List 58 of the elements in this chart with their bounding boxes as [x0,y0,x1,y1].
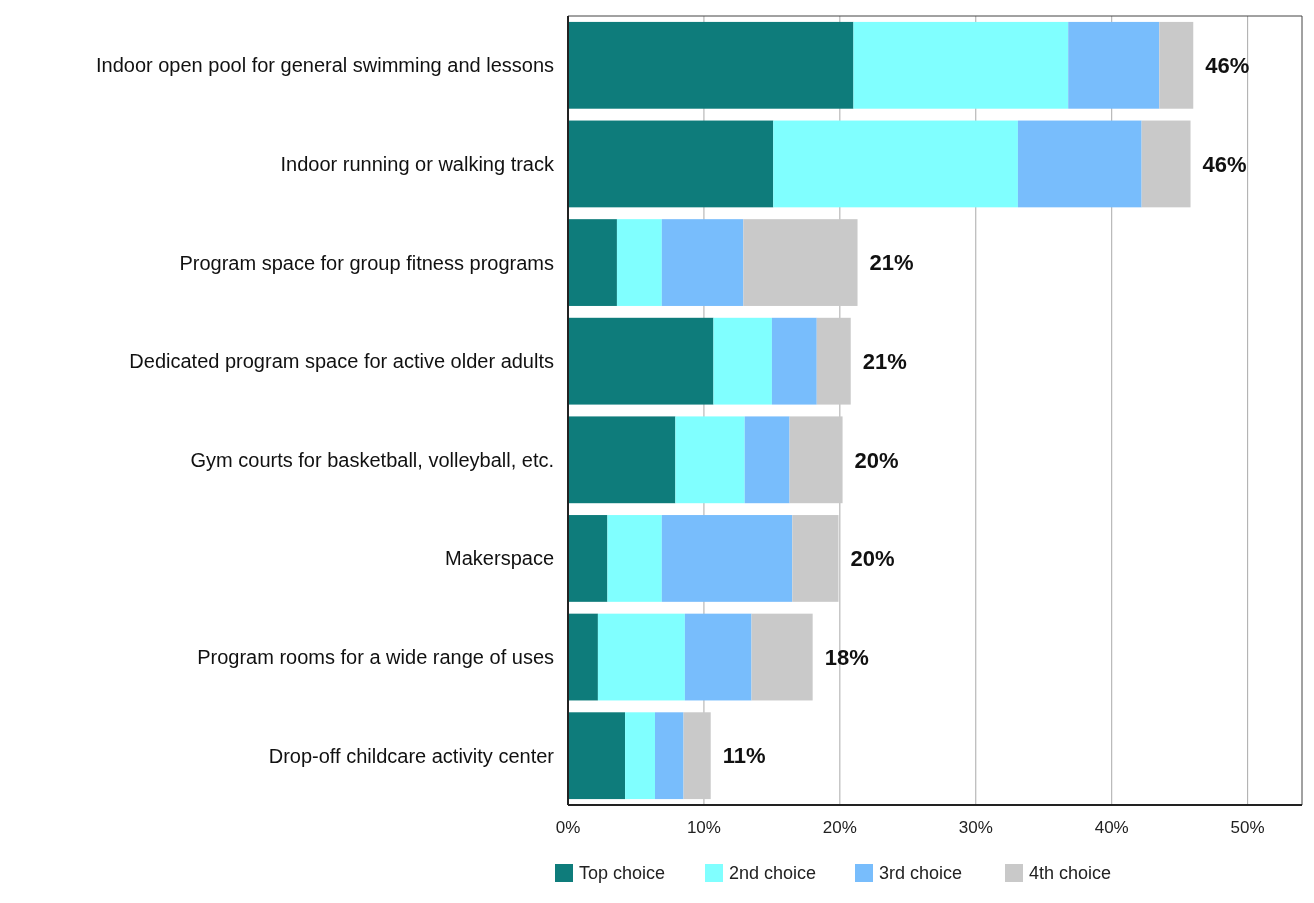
bar [568,416,676,504]
bar [1017,120,1142,208]
y-tick-label: Indoor open pool for general swimming and lessons [95,54,554,77]
bar [607,515,662,602]
bar [597,613,685,701]
bar [773,120,1018,208]
bar [568,613,598,701]
bar [789,416,843,504]
bar [683,712,711,800]
bar [816,317,851,405]
bar [625,712,655,800]
total-label: 21% [862,348,907,374]
total-label: 46% [1202,151,1247,177]
total-label: 46% [1205,53,1250,79]
x-tick-label: 10% [686,818,721,837]
x-tick-label: 30% [958,818,993,837]
bar [568,120,774,208]
total-label: 18% [824,644,869,670]
total-label: 20% [854,447,899,473]
bar [661,219,744,306]
total-label: 11% [722,743,766,769]
bar [568,317,714,405]
bar [654,712,684,800]
bar [853,21,1069,109]
y-tick-label: Gym courts for basketball, volleyball, etc. [190,448,554,471]
x-tick-label: 50% [1230,818,1265,837]
bar [675,416,745,504]
bar [792,515,839,602]
y-tick-label: Drop-off childcare activity center [268,744,555,767]
legend-label: 4th choice [1029,863,1112,884]
y-tick-label: Makerspace [445,547,554,570]
y-tick-label: Indoor running or walking track [280,152,555,175]
total-label: 21% [869,250,914,276]
bar [568,21,854,109]
y-tick-label: Program rooms for a wide range of uses [197,646,554,669]
bar [568,712,626,800]
bar [771,317,817,405]
x-tick-label: 20% [822,818,857,837]
bar [684,613,752,701]
bar [616,219,662,306]
bar [1068,21,1160,109]
y-tick-label: Dedicated program space for active older adults [129,350,554,373]
bar [713,317,772,405]
bar [568,515,608,602]
y-tick-label: Program space for group fitness programs [179,251,554,274]
bar [568,219,617,306]
x-tick-label: 40% [1094,818,1129,837]
bar [661,515,793,602]
legend-label: 2nd choice [729,863,817,884]
bar [1141,120,1191,208]
x-tick-label: 0% [555,818,581,837]
legend-label: Top choice [579,863,666,884]
legend-label: 3rd choice [879,863,963,884]
bar [743,219,858,306]
total-label: 20% [850,546,895,572]
bar [744,416,790,504]
bar [751,613,813,701]
bar [1159,21,1194,109]
